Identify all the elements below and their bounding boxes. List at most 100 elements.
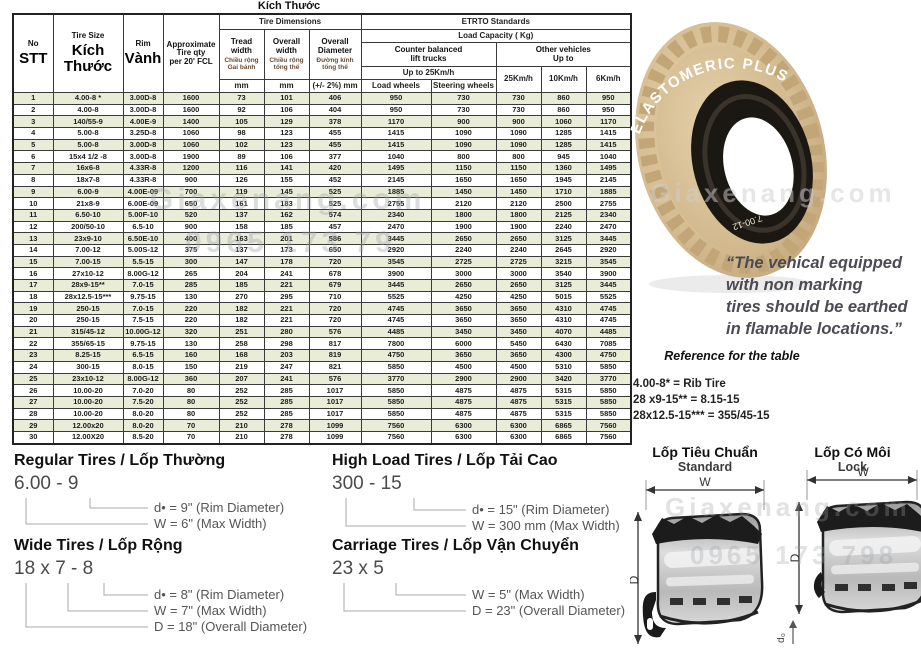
table-cell: 2650 [495,279,542,292]
table-row: 6 15x4 1/2 -8 3.00D-8 1900 89 106 377 1040 800 80… [12,150,632,164]
table-cell: 2240 [495,243,542,257]
table-cell: 1017 [308,395,362,409]
table-cell: 1017 [308,407,362,421]
table-cell: 185 [218,279,265,292]
table-cell: 2650 [430,279,497,292]
table-body: 1 4.00-8 * 3.00D-8 1600 73 101 406 950 730 730 860… [12,92,632,445]
table-cell: 12.00x20 [52,419,124,432]
table-cell: 201 [263,232,310,245]
table-cell: 3450 [430,325,497,339]
table-cell: 7.5-20 [122,395,164,409]
table-cell: 1450 [430,185,497,199]
table-cell: 4875 [430,407,497,421]
table-cell: 4875 [495,384,542,397]
table-cell: 163 [218,232,265,245]
col-header-overall-diameter: Overall Diameter Đường kính tổng thể [308,29,362,80]
table-cell: 80 [162,395,220,409]
table-cell: 4.00E-9 [122,115,164,129]
table-cell: 30 [12,430,54,445]
table-cell: 4.00E-09 [122,185,164,199]
table-cell: 141 [263,162,310,175]
table-cell: 720 [308,314,362,327]
table-cell: 3450 [495,325,542,339]
table-cell: 945 [540,150,587,164]
table-cell: 258 [218,337,265,351]
table-cell: 6865 [540,430,587,445]
table-cell: 5850 [360,395,432,409]
table-cell: 3420 [540,372,587,386]
table-cell: 204 [218,267,265,280]
table-cell: 5.00-8 [52,138,124,152]
table-cell: 420 [308,162,362,175]
table-cell: 4745 [360,314,432,327]
table-cell: 404 [308,103,362,117]
table-row: 8 18x7-8 4.33R-8 900 126 155 452 2145 1650 1650 19… [12,173,632,187]
table-cell: 168 [218,349,265,362]
table-cell: 221 [263,314,310,327]
table-cell: 102 [218,138,265,152]
table-row: 1 4.00-8 * 3.00D-8 1600 73 101 406 950 730 730 860… [12,92,632,105]
col-header-overall-width: Overall width Chiều rộng tổng thể [263,29,310,80]
table-cell: 241 [263,372,310,386]
table-cell: 5850 [585,384,632,397]
etrto-standards-header: ETRTO Standards [360,13,632,30]
table-cell: 900 [495,115,542,129]
table-row: 26 10.00-20 7.0-20 80 252 285 1017 5850 4875 4875… [12,384,632,397]
table-cell: 8.00G-12 [122,267,164,280]
table-cell: 730 [495,92,542,105]
table-cell: 5850 [585,407,632,421]
table-cell: 650 [308,243,362,257]
table-cell: 7800 [360,337,432,351]
table-cell: 4750 [360,349,432,362]
non-marking-quote: “The vehical equipped with non marking t… [726,252,908,340]
table-cell: 140/55-9 [52,115,124,129]
table-row: 19 250-15 7.0-15 220 182 221 720 4745 3650 3650 43… [12,302,632,316]
carriage-title-en: Carriage Tires [332,537,440,554]
table-cell: 8.0-15 [122,360,164,374]
col-header-approx-qty: Approximate Tire qty per 20' FCL [162,13,220,93]
table-cell: 2920 [360,243,432,257]
table-cell: 452 [308,173,362,187]
table-cell: 4875 [495,407,542,421]
table-cell: 3650 [430,314,497,327]
table-cell: 4.00-8 [52,103,124,117]
table-cell: 6.00-9 [52,185,124,199]
table-cell: 1885 [585,185,632,199]
table-cell: 355/65-15 [52,337,124,351]
table-cell: 1450 [495,185,542,199]
table-cell: 7.0-15 [122,279,164,292]
table-row: 20 250-15 7.5-15 220 182 221 720 4745 3650 3650 43… [12,314,632,327]
table-cell: 7.00-12 [52,243,124,257]
table-cell: 730 [495,103,542,117]
table-cell: 158 [218,220,265,234]
table-cell: 5015 [540,290,587,304]
table-row: 18 28x12.5-15*** 9.75-15 130 270 295 710 5525 42… [12,290,632,304]
table-row: 29 12.00x20 8.0-20 70 210 278 1099 7560 6300 6300… [12,419,632,432]
table-cell: 3770 [585,372,632,386]
col-header-tread-width: Tread width Chiều rộng Gai bánh [218,29,265,80]
table-cell: 80 [162,384,220,397]
reference-line: 28x12.5-15*** = 355/45-15 [633,410,770,422]
table-cell: 574 [308,208,362,222]
tire-spec-table: No STT Tire Size Kích Thước Rim Vành App… [12,13,633,445]
table-cell: 252 [218,384,265,397]
table-cell: 25 [12,372,54,386]
table-cell: 4 [12,127,54,140]
table-cell: 12 [12,220,54,234]
col-header-25kmh: 25Km/h [495,66,542,93]
table-cell: 3125 [540,279,587,292]
table-cell: 8.00G-12 [122,372,164,386]
table-cell: 1285 [540,127,587,140]
table-cell: 900 [430,115,497,129]
table-cell: 162 [263,208,310,222]
table-cell: 4745 [585,302,632,316]
table-cell: 1017 [308,384,362,397]
table-cell: 3125 [540,232,587,245]
table-cell: 145 [263,185,310,199]
high-load-rim-callout: d• = 15" (Rim Diameter) [472,502,610,517]
table-cell: 27x10-12 [52,267,124,280]
table-cell: 3.00D-8 [122,92,164,105]
col-header-6kmh: 6Km/h [585,66,632,93]
separator: / [98,537,104,554]
table-cell: 89 [218,150,265,164]
